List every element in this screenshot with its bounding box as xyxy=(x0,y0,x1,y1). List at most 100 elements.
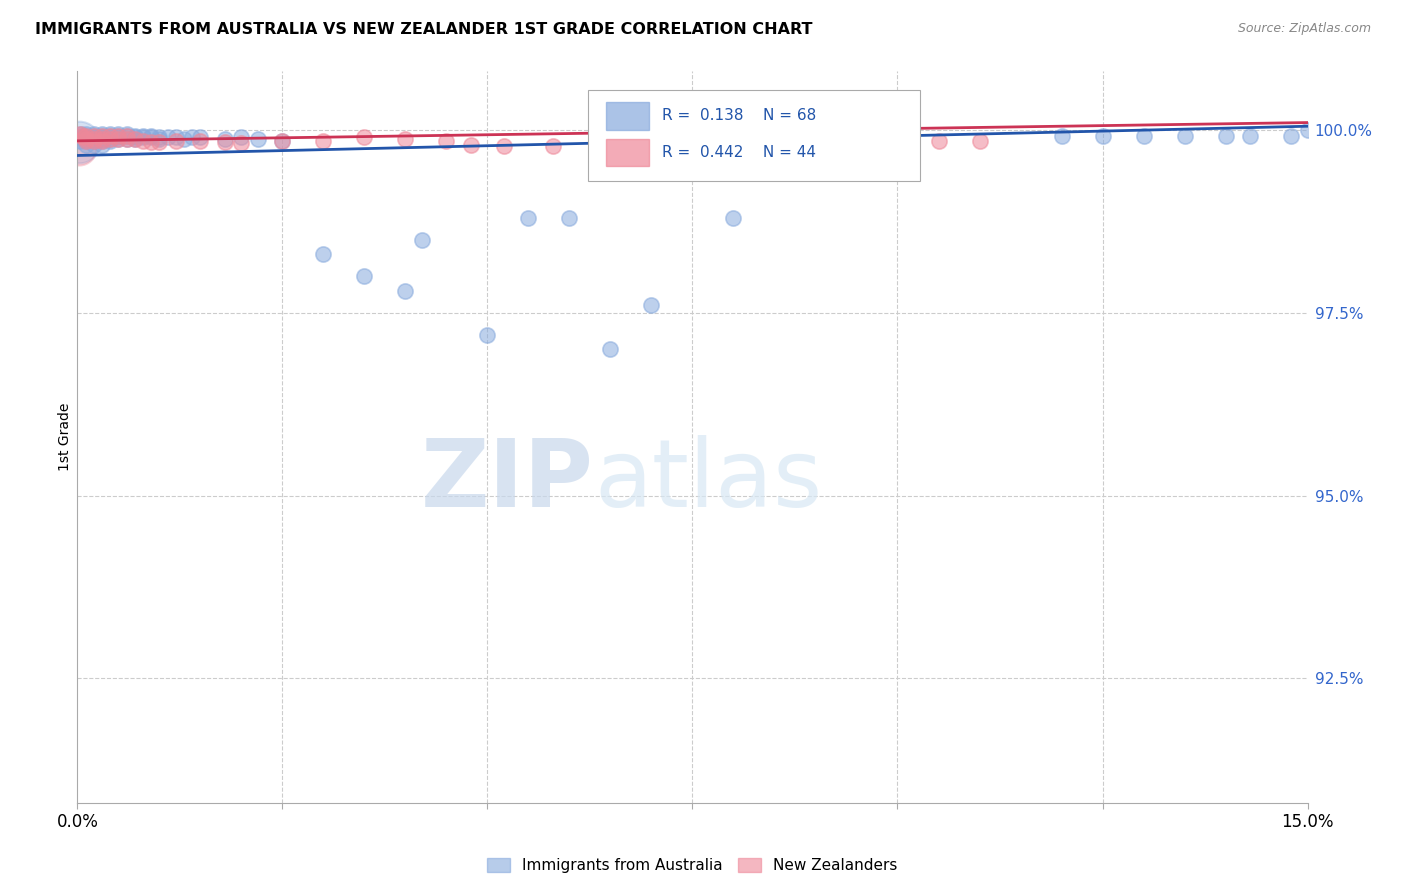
Point xyxy=(682,134,704,148)
Point xyxy=(90,134,114,148)
Point xyxy=(132,130,155,145)
Point xyxy=(1239,128,1261,143)
Point xyxy=(75,130,97,145)
Point xyxy=(90,128,114,143)
Point xyxy=(1215,128,1237,143)
Point xyxy=(1050,128,1073,143)
Point xyxy=(73,130,96,145)
Point xyxy=(148,130,170,145)
Point xyxy=(460,137,482,152)
Point xyxy=(214,136,236,150)
Text: Source: ZipAtlas.com: Source: ZipAtlas.com xyxy=(1237,22,1371,36)
Point xyxy=(173,131,195,145)
Point xyxy=(517,211,540,225)
Point xyxy=(90,131,114,145)
Point xyxy=(231,136,253,150)
Point xyxy=(640,134,662,148)
Point xyxy=(845,134,868,148)
Point xyxy=(83,134,105,148)
Point xyxy=(188,130,212,145)
Point xyxy=(83,134,105,148)
Point xyxy=(83,131,105,145)
Point xyxy=(107,131,129,145)
Point xyxy=(98,128,121,143)
Point xyxy=(928,134,950,148)
Point xyxy=(312,134,335,148)
Point xyxy=(599,136,621,150)
Point xyxy=(107,128,129,143)
Point xyxy=(394,284,416,298)
Point xyxy=(804,134,827,148)
FancyBboxPatch shape xyxy=(588,90,920,181)
Point xyxy=(181,130,204,145)
Point xyxy=(141,128,163,143)
Point xyxy=(90,128,114,143)
Point xyxy=(271,134,294,148)
Point xyxy=(70,130,93,145)
Point xyxy=(67,141,90,155)
Bar xyxy=(606,102,650,130)
Y-axis label: 1st Grade: 1st Grade xyxy=(58,403,72,471)
Point xyxy=(69,134,91,148)
Point xyxy=(83,131,105,145)
Point xyxy=(188,134,212,148)
Point xyxy=(353,269,375,284)
Point xyxy=(477,327,499,342)
Text: R =  0.138    N = 68: R = 0.138 N = 68 xyxy=(662,109,815,123)
Point xyxy=(1279,128,1302,143)
Point xyxy=(98,127,121,141)
Point xyxy=(107,131,129,145)
Point xyxy=(98,131,121,145)
Point xyxy=(969,134,991,148)
Point xyxy=(353,130,375,145)
Point xyxy=(411,233,433,247)
Point xyxy=(75,131,97,145)
Point xyxy=(271,134,294,148)
Point xyxy=(1132,128,1154,143)
Point xyxy=(83,127,105,141)
Legend: Immigrants from Australia, New Zealanders: Immigrants from Australia, New Zealander… xyxy=(481,852,904,880)
Point xyxy=(124,130,146,145)
Point xyxy=(75,128,97,143)
Point xyxy=(83,128,105,143)
Point xyxy=(75,137,97,152)
Point xyxy=(394,131,416,145)
Text: ZIP: ZIP xyxy=(422,435,595,527)
Point xyxy=(599,343,621,357)
Point xyxy=(90,137,114,152)
Text: R =  0.442    N = 44: R = 0.442 N = 44 xyxy=(662,145,815,160)
Point xyxy=(231,130,253,145)
Point xyxy=(107,128,129,143)
Point xyxy=(98,131,121,145)
Point xyxy=(1091,128,1114,143)
Point xyxy=(723,134,745,148)
Point xyxy=(83,130,105,145)
Bar xyxy=(606,138,650,167)
Point xyxy=(312,247,335,261)
Point xyxy=(148,131,170,145)
Point xyxy=(124,128,146,143)
Point xyxy=(70,127,93,141)
Point xyxy=(763,131,786,145)
Point xyxy=(83,128,105,143)
Point xyxy=(1296,123,1319,137)
Point xyxy=(90,134,114,148)
Point xyxy=(75,128,97,143)
Point xyxy=(115,128,138,143)
Point xyxy=(541,139,564,153)
Point xyxy=(75,127,97,141)
Point xyxy=(124,131,146,145)
Point xyxy=(165,130,187,145)
Point xyxy=(132,128,155,143)
Point xyxy=(70,128,93,143)
Point xyxy=(246,131,269,145)
Point xyxy=(115,131,138,145)
Point xyxy=(98,134,121,148)
Point xyxy=(558,211,581,225)
Point xyxy=(141,136,163,150)
Point xyxy=(75,134,97,148)
Point xyxy=(107,127,129,141)
Point xyxy=(67,136,90,150)
Point xyxy=(115,128,138,143)
Point xyxy=(723,211,745,225)
